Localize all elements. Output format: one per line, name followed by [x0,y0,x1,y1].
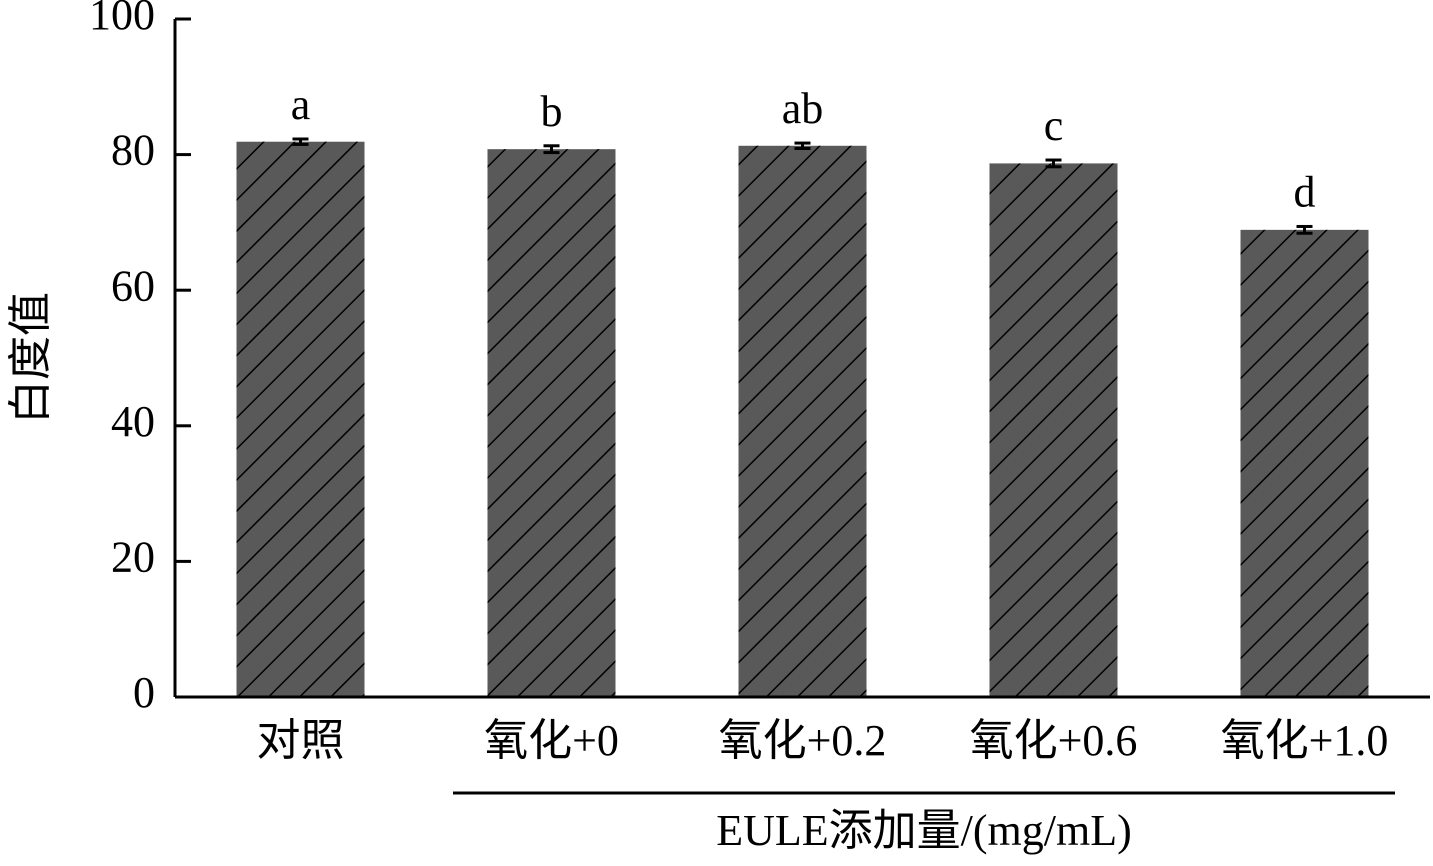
x-tick-label: 对照 [257,716,345,765]
error-bar [794,141,811,150]
error-bar [543,144,560,155]
bar-hatch [236,141,365,697]
y-tick-label: 0 [133,668,155,717]
y-tick-label: 80 [111,126,155,175]
error-bar [1296,224,1313,235]
y-tick-label: 40 [111,397,155,446]
annotation: ab [782,84,824,133]
bar-hatch [487,149,616,697]
x-axis-label: EULE添加量/(mg/mL) [716,806,1132,855]
annotation: a [291,80,311,129]
x-tick-label: 氧化+0.2 [719,716,887,765]
bar-hatch [989,163,1118,697]
x-tick-label: 氧化+1.0 [1221,716,1389,765]
bar-hatch [1240,229,1369,697]
y-tick-label: 20 [111,532,155,581]
y-axis-label: 白度值 [6,292,55,424]
bar-hatch [738,145,867,697]
y-tick-label: 100 [89,0,155,39]
annotation: d [1294,168,1316,217]
annotation: c [1044,101,1064,150]
annotation: b [541,87,563,136]
error-bar [292,137,309,146]
x-tick-label: 氧化+0 [484,716,619,765]
y-tick-label: 60 [111,261,155,310]
error-bar [1045,158,1062,169]
x-tick-label: 氧化+0.6 [970,716,1138,765]
